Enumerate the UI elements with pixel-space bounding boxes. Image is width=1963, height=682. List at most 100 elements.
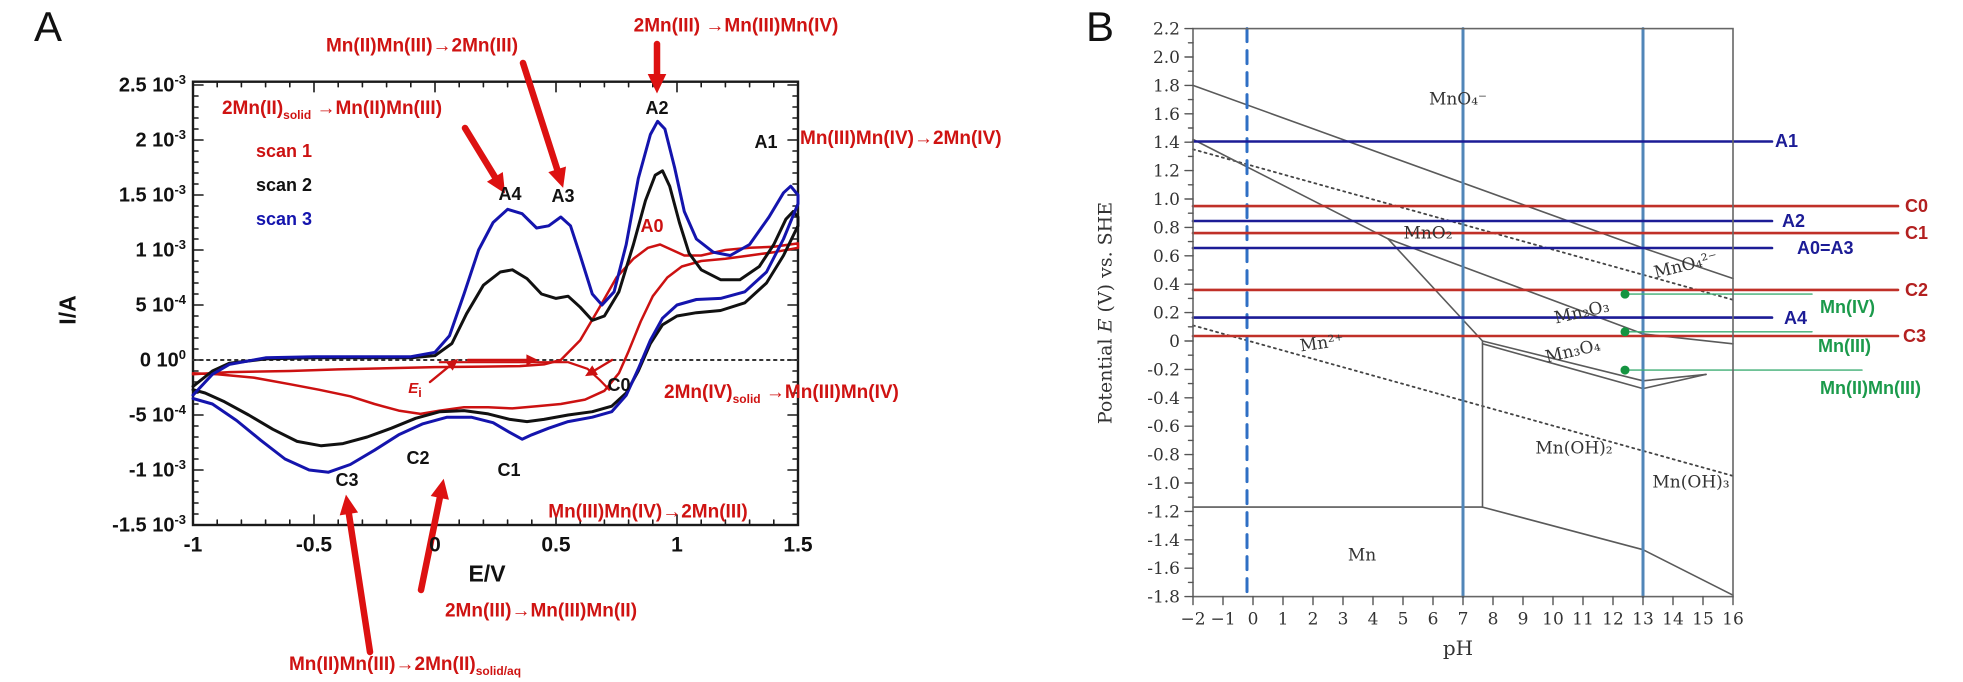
arrow-to-a4 [461,124,502,186]
b-ytick-0.6: 0.6 [1153,247,1180,267]
b-x-axis-title: pH [1442,636,1474,660]
b-ytick--0.8: -0.8 [1147,446,1180,466]
arrow-to-a3-head [548,166,567,188]
b-ytick--1.4: -1.4 [1147,531,1180,551]
cv-curve-scan-1-start-segment [438,361,611,391]
b-xtick-13: 13 [1632,610,1654,630]
b-xtick-0: 0 [1248,610,1259,630]
arrow-to-c3-head [339,494,359,516]
panel-b-letter: B [1086,3,1115,50]
b-y-axis-title: Potential E (V) vs. SHE [1094,201,1117,425]
a-ytick-m1e-3: -1 10-3 [128,457,186,482]
b-xtick-15: 15 [1692,610,1714,630]
b-xtick-−1: −1 [1210,610,1235,630]
pourbaix-boundary-10 [1481,506,1734,596]
a-xtick-m1: -1 [183,533,203,557]
a-ytick-1p5e-3: 1.5 10-3 [118,182,186,207]
b-ytick-1.4: 1.4 [1153,133,1180,153]
b-xtick-14: 14 [1662,610,1684,630]
a-xtick-1: 1 [671,533,683,557]
peak-label-c2: C2 [406,448,430,468]
annotation-c3-reaction: Mn(II)Mn(III)→2Mn(II)solid/aq [288,654,522,678]
peak-label-a2: A2 [645,98,669,118]
a-ytick-5e-4: 5 10-4 [135,292,187,317]
peak-label-a4: A4 [498,184,522,204]
a-ytick-2e-3: 2 10-3 [135,127,187,152]
a-ytick-m5e-4: -5 10-4 [128,402,186,427]
b-ytick-1.2: 1.2 [1153,162,1180,182]
overlay-label-c3: C3 [1903,326,1927,346]
a-ytick-0: 0 100 [139,347,186,372]
annotation-a4-reaction: 2Mn(II)solid →Mn(II)Mn(III) [221,98,443,122]
cv-curve-scan-2 [191,169,800,448]
peak-label-c1: C1 [497,460,521,480]
green-dot-Mn(IV) [1620,289,1630,299]
panel-a-letter: A [34,3,63,50]
b-xtick-3: 3 [1338,610,1349,630]
b-ytick-0.4: 0.4 [1153,275,1180,295]
overlay-label-a0a3: A0=A3 [1797,238,1854,258]
overlay-label-mn-ii-iii: Mn(II)Mn(III) [1820,378,1921,398]
a-ytick-m1p5e-3: -1.5 10-3 [112,512,186,537]
arrow-to-c3 [344,504,374,656]
b-xtick-11: 11 [1572,610,1594,630]
a-xtick-0p5: 0.5 [541,533,571,557]
a-y-axis-title: I/A [54,295,81,325]
cv-curve-scan-3 [191,119,800,474]
region-label-permanganate: MnO₄⁻ [1428,89,1488,110]
annotation-a1-reaction: Mn(III)Mn(IV)→2Mn(IV) [800,128,1002,149]
b-xtick-6: 6 [1428,610,1439,630]
b-xtick-7: 7 [1458,610,1469,630]
b-ytick--1.2: -1.2 [1147,502,1180,522]
ei-pointer-head [445,358,459,371]
b-ytick-0.8: 0.8 [1153,218,1180,238]
cv-plot-frame [191,80,800,527]
b-xtick-16: 16 [1722,610,1744,630]
b-xtick-9: 9 [1518,610,1529,630]
a-ytick-2p5e-3: 2.5 10-3 [118,72,186,97]
b-xtick-8: 8 [1488,610,1499,630]
b-ytick--1.0: -1.0 [1147,474,1180,494]
a-xtick-m0p5: -0.5 [295,533,333,557]
arrow-to-a2-head [647,74,667,94]
a-ytick-1e-3: 1 10-3 [135,237,187,262]
region-label-mno2: MnO₂ [1403,223,1453,244]
overlay-label-c0: C0 [1905,196,1929,216]
peak-label-c0: C0 [607,375,631,395]
legend-scan-2: scan 2 [256,175,313,195]
b-ytick-1.8: 1.8 [1153,76,1180,96]
a-xtick-1p5: 1.5 [783,533,813,557]
b-ytick--1.8: -1.8 [1147,588,1180,608]
peak-label-c3: C3 [335,470,359,490]
overlay-label-a2: A2 [1782,211,1806,231]
arrow-to-a4-head [486,172,506,194]
peak-label-a3: A3 [551,186,575,206]
b-ytick-1.6: 1.6 [1153,105,1180,125]
b-xtick-−2: −2 [1180,610,1205,630]
region-label-mn-metal: Mn [1347,545,1377,566]
b-xtick-1: 1 [1278,610,1289,630]
pourbaix-boundary-2 [1192,138,1389,240]
region-label-mnoh3: Mn(OH)₃ [1652,472,1730,493]
b-ytick--1.6: -1.6 [1147,559,1180,579]
b-xtick-4: 4 [1368,610,1379,630]
arrow-to-c2 [417,488,445,594]
b-ytick-2.2: 2.2 [1153,20,1180,40]
green-dot-Mn(II)Mn(III) [1620,365,1630,375]
green-dot-Mn(III) [1620,327,1630,337]
annotation-c2-reaction: 2Mn(III)→Mn(III)Mn(II) [444,600,638,622]
b-xtick-12: 12 [1602,610,1624,630]
overlay-label-mn-iv: Mn(IV) [1820,297,1875,317]
annotation-a2-reaction: 2Mn(III) →Mn(III)Mn(IV) [633,15,839,37]
b-xtick-10: 10 [1542,610,1564,630]
scan-reversal-left [590,358,614,374]
b-ytick-2.0: 2.0 [1153,48,1180,68]
b-ytick--0.6: -0.6 [1147,417,1180,437]
initial-potential-label: Ei [408,379,422,400]
pourbaix-boundary-3 [1387,238,1734,345]
ei-pointer [428,362,454,384]
overlay-label-a1: A1 [1775,131,1799,151]
scan-direction-right-head [526,354,539,366]
